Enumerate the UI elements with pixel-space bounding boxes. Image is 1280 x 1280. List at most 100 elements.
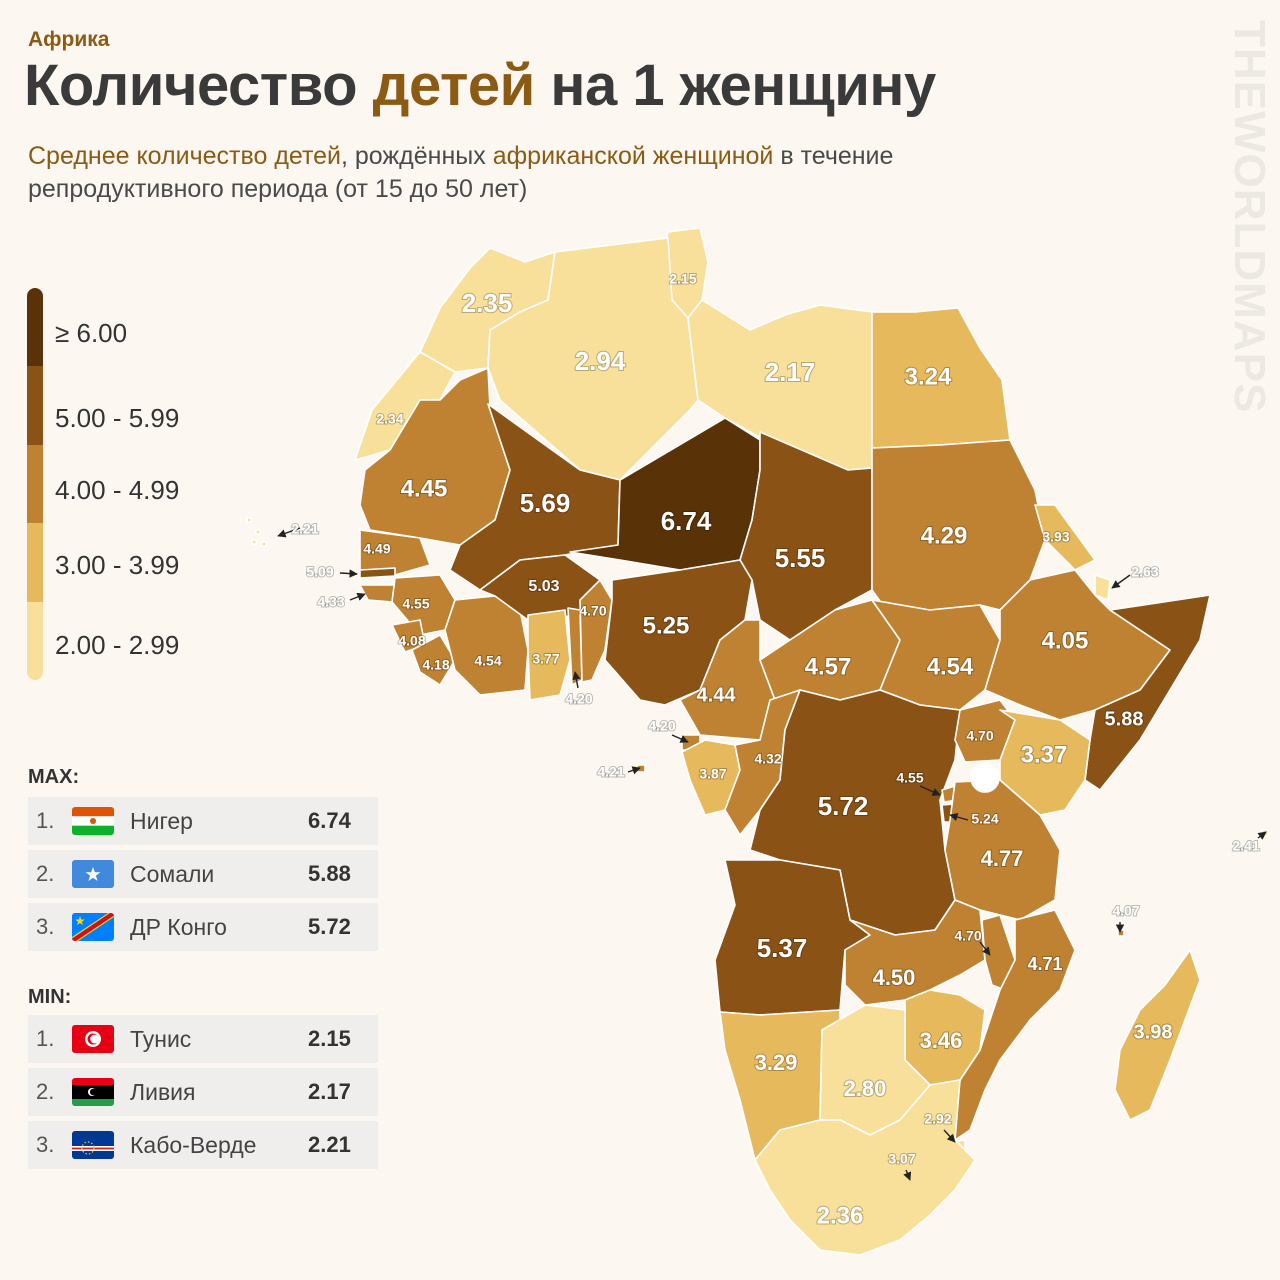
value-label-mauritania: 4.45 — [401, 475, 448, 502]
legend-label-1: 5.00 - 5.99 — [55, 403, 180, 433]
value-label-lesotho: 3.07 — [888, 1151, 915, 1167]
rank: 2. — [36, 861, 55, 886]
country-liberia — [411, 634, 456, 686]
value-label-burundi: 5.24 — [971, 811, 998, 827]
leader-arrow-lesotho — [903, 1169, 912, 1181]
legend-label-0: ≥ 6.00 — [55, 318, 128, 348]
leader-arrow-rwanda — [919, 785, 941, 796]
leader-arrow-djibouti — [1111, 574, 1131, 589]
page-subtitle: Среднее количество детей, рождённых афри… — [28, 140, 1028, 206]
niger-flag-icon — [72, 807, 114, 835]
country-value: 2.17 — [308, 1079, 351, 1104]
cape-verde-flag-icon — [72, 1131, 114, 1159]
subtitle-text-1: , рождённых — [341, 142, 493, 170]
country-chad — [739, 431, 873, 641]
leader-arrow-guinea-bissau — [349, 592, 366, 601]
leader-arrow-malawi — [979, 941, 991, 956]
value-label-gabon: 3.87 — [699, 766, 726, 782]
page-title: Количество детей на 1 женщину — [24, 52, 936, 119]
country-value: 6.74 — [308, 808, 351, 833]
value-label-chad: 5.55 — [775, 543, 826, 573]
rank: 3. — [36, 1132, 55, 1157]
country-comoros — [1117, 929, 1125, 937]
value-label-drc: 5.72 — [818, 791, 869, 821]
value-label-zambia: 4.50 — [873, 965, 916, 990]
min-row-1: 1. Тунис 2.15 — [28, 1015, 378, 1063]
value-label-cameroon: 4.44 — [697, 684, 737, 706]
rank: 1. — [36, 808, 55, 833]
country-value: 2.15 — [308, 1026, 351, 1051]
country-value: 5.72 — [308, 914, 351, 939]
lake-victoria — [970, 763, 1000, 793]
country-south-africa — [754, 1079, 976, 1256]
value-label-niger: 6.74 — [661, 506, 712, 536]
value-label-equatorial-guinea: 4.20 — [648, 718, 675, 734]
value-label-western-sahara: 2.34 — [376, 411, 403, 427]
value-label-ivory-coast: 4.54 — [474, 653, 501, 669]
value-label-benin: 4.70 — [579, 603, 606, 619]
leader-arrow-togo — [572, 671, 581, 689]
value-label-ethiopia: 4.05 — [1042, 627, 1089, 654]
title-accent: детей — [372, 53, 536, 118]
value-label-guinea: 4.55 — [402, 596, 429, 612]
country-guinea-bissau — [359, 584, 396, 603]
value-label-gambia: 5.09 — [306, 564, 333, 580]
value-label-comoros: 4.07 — [1112, 903, 1139, 919]
legend-swatch-1 — [27, 366, 43, 445]
legend-label-4: 2.00 - 2.99 — [55, 630, 180, 660]
value-label-sao-tome: 4.21 — [597, 764, 624, 780]
max-row-1: 1. Нигер 6.74 — [28, 797, 378, 845]
value-label-botswana: 2.80 — [844, 1076, 887, 1101]
legend-swatch-0 — [27, 288, 43, 367]
country-value: 5.88 — [308, 861, 351, 886]
max-row-3: 3. ДР Конго 5.72 — [28, 903, 378, 951]
value-label-djibouti: 2.63 — [1131, 564, 1158, 580]
value-label-malawi: 4.70 — [954, 928, 981, 944]
leader-arrow-sao-tome — [627, 766, 641, 775]
legend-swatch-2 — [27, 444, 43, 524]
value-label-algeria: 2.94 — [575, 346, 626, 376]
value-label-somalia: 5.88 — [1105, 708, 1144, 730]
legend-swatch-3 — [27, 523, 43, 602]
country-mauritania — [359, 367, 511, 546]
legend-label-2: 4.00 - 4.99 — [55, 475, 180, 505]
value-label-tunisia: 2.15 — [669, 271, 696, 287]
value-label-senegal: 4.49 — [363, 541, 390, 557]
value-label-congo: 4.32 — [754, 751, 781, 767]
somalia-flag-icon — [72, 860, 114, 888]
libya-flag-icon — [72, 1078, 114, 1106]
cape-verde-island — [261, 541, 267, 547]
cape-verde-island — [255, 529, 261, 535]
max-row-2: 2. Сомали 5.88 — [28, 850, 378, 898]
leader-arrow-seychelles — [1257, 831, 1267, 840]
value-label-sierra-leone: 4.08 — [398, 633, 425, 649]
value-label-nigeria: 5.25 — [643, 612, 690, 639]
rank: 2. — [36, 1079, 55, 1104]
country-kenya — [999, 709, 1091, 816]
country-south-sudan — [871, 599, 1001, 711]
value-label-togo: 4.20 — [565, 691, 592, 707]
leader-arrow-gambia — [339, 569, 358, 578]
country-somalia — [1084, 594, 1211, 791]
rank: 1. — [36, 1026, 55, 1051]
subtitle-accent-2: африканской женщиной — [492, 142, 774, 170]
kicker-label: Африка — [28, 28, 110, 51]
legend-swatch-4 — [27, 601, 43, 680]
subtitle-accent-1: Среднее количество детей — [28, 142, 342, 170]
leader-arrow-burundi — [949, 812, 969, 822]
min-row-3: 3. Кабо-Верде 2.21 — [28, 1121, 378, 1169]
value-label-madagascar: 3.98 — [1134, 1021, 1173, 1043]
value-label-namibia: 3.29 — [755, 1050, 798, 1075]
value-label-seychelles: 2.41 — [1232, 838, 1259, 854]
legend-label-3: 3.00 - 3.99 — [55, 550, 180, 580]
rank: 3. — [36, 914, 55, 939]
country-name: Сомали — [130, 860, 215, 887]
value-label-egypt: 3.24 — [905, 363, 952, 390]
tunisia-flag-icon — [72, 1025, 114, 1053]
value-label-libya: 2.17 — [765, 357, 816, 387]
country-eritrea — [1034, 504, 1096, 571]
country-madagascar — [1114, 949, 1201, 1121]
subtitle-text-2: в течение репродуктивного периода (от 15… — [28, 142, 894, 203]
country-gambia — [359, 567, 396, 579]
min-table-heading: MIN: — [28, 986, 72, 1008]
